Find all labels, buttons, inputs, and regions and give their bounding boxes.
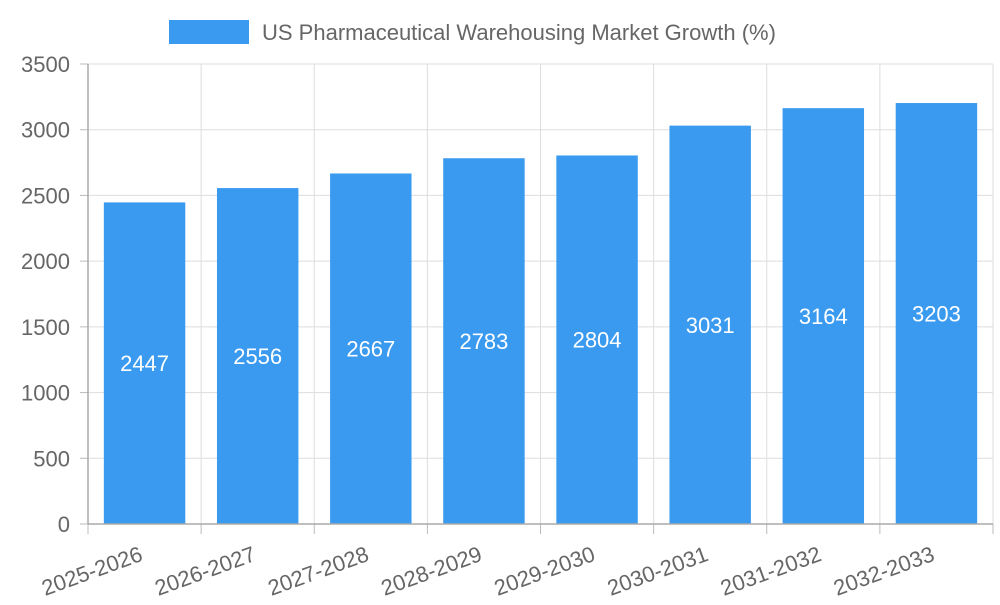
bars-layer: 2447 2556 2667 2783 2804 3031 3164 3203 — [103, 103, 978, 525]
bar[interactable] — [782, 108, 865, 524]
legend[interactable]: US Pharmaceutical Warehousing Market Gro… — [169, 20, 776, 45]
legend-label: US Pharmaceutical Warehousing Market Gro… — [262, 20, 776, 45]
x-tick-label: 2025-2026 — [38, 541, 145, 600]
x-tick-label: 2028-2029 — [378, 541, 485, 600]
bar[interactable] — [103, 202, 186, 524]
bar-data-label: 2556 — [233, 344, 282, 369]
bar[interactable] — [895, 103, 978, 524]
y-tick-label: 1500 — [21, 315, 70, 340]
y-tick-label: 0 — [58, 512, 70, 537]
bar[interactable] — [556, 155, 638, 524]
bar-data-label: 2783 — [459, 329, 508, 354]
bar[interactable] — [216, 188, 299, 524]
y-tick-label: 2000 — [21, 249, 70, 274]
x-tick-label: 2032-2033 — [830, 541, 937, 600]
y-tick-label: 500 — [33, 446, 70, 471]
bar-data-label: 3031 — [686, 313, 735, 338]
bar[interactable] — [669, 125, 751, 524]
bar-data-label: 3203 — [912, 302, 961, 327]
y-tick-label: 2500 — [21, 183, 70, 208]
x-tick-label: 2031-2032 — [717, 541, 824, 600]
y-tick-label: 1000 — [21, 381, 70, 406]
bar-data-label: 3164 — [799, 304, 848, 329]
bar[interactable] — [443, 158, 525, 524]
y-tick-label: 3000 — [21, 118, 70, 143]
bar-data-label: 2447 — [120, 351, 169, 376]
x-tick-label: 2029-2030 — [491, 541, 598, 600]
bar-data-label: 2667 — [346, 337, 395, 362]
y-tick-label: 3500 — [21, 52, 70, 77]
bar-data-label: 2804 — [573, 328, 622, 353]
legend-swatch — [169, 20, 249, 44]
x-tick-label: 2027-2028 — [265, 541, 372, 600]
x-tick-label: 2026-2027 — [151, 541, 258, 600]
x-tick-label: 2030-2031 — [604, 541, 711, 600]
bar[interactable] — [330, 173, 412, 525]
